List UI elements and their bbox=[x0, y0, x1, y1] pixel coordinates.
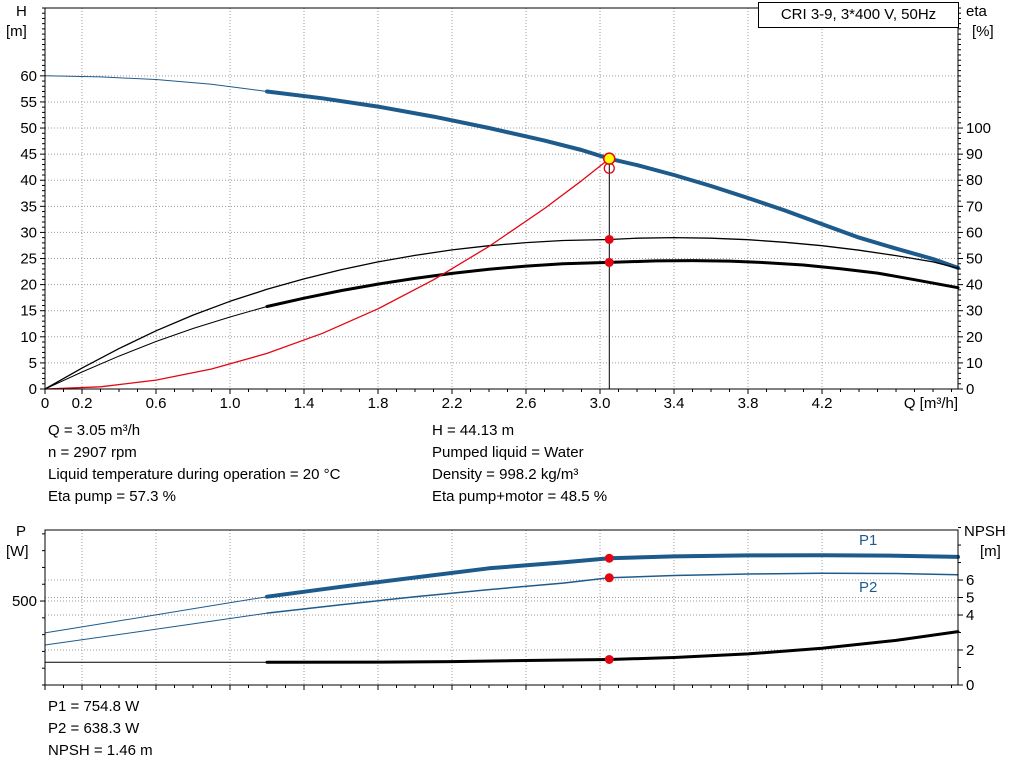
p1-curve-label: P1 bbox=[859, 532, 877, 549]
y-right-tick-label: 10 bbox=[966, 355, 983, 372]
p1-point bbox=[604, 553, 614, 563]
eta-pump-motor-thin bbox=[44, 306, 268, 390]
info-pumped-liquid: Pumped liquid = Water bbox=[432, 444, 584, 461]
y-right-tick-label: 60 bbox=[966, 224, 983, 241]
x-tick-label: 0 bbox=[41, 395, 49, 412]
result-p1: P1 = 754.8 W bbox=[48, 698, 140, 715]
x-tick-label: 2.2 bbox=[442, 395, 463, 412]
npsh-axis-label: NPSH bbox=[964, 523, 1006, 540]
head-axis-label: H bbox=[16, 3, 27, 20]
y-left-tick-label: 45 bbox=[20, 146, 37, 163]
y-right-tick-label: 90 bbox=[966, 146, 983, 163]
y-right-tick-label: 70 bbox=[966, 198, 983, 215]
y-left-tick-label: 0 bbox=[29, 381, 37, 398]
npsh-point bbox=[604, 654, 614, 664]
y-right-tick-label: 5 bbox=[966, 590, 974, 607]
head-axis-unit: [m] bbox=[6, 23, 27, 40]
x-tick-label: 0.6 bbox=[146, 395, 167, 412]
eta-axis-label: eta bbox=[966, 3, 987, 20]
bottom-chart: 500 0 2 456 P1 P2 bbox=[12, 527, 974, 694]
pump-title-box: CRI 3-9, 3*400 V, 50Hz bbox=[758, 2, 959, 28]
duty-point bbox=[603, 152, 616, 165]
p1-curve-thin bbox=[44, 596, 268, 634]
eta-pump-motor-point bbox=[604, 257, 614, 267]
y-left-tick-label: 40 bbox=[20, 172, 37, 189]
eta-pump-curve bbox=[44, 236, 959, 390]
y-left-tick-label: 35 bbox=[20, 198, 37, 215]
eta-axis-unit: [%] bbox=[972, 23, 994, 40]
y-left-tick-label: 10 bbox=[20, 329, 37, 346]
y-left-tick-label: 25 bbox=[20, 251, 37, 268]
info-density: Density = 998.2 kg/m³ bbox=[432, 466, 579, 483]
info-flow: Q = 3.05 m³/h bbox=[48, 422, 141, 439]
power-axis-unit: [W] bbox=[6, 543, 29, 560]
y-right-tick-label: 80 bbox=[966, 172, 983, 189]
y-left-tick-label: 60 bbox=[20, 68, 37, 85]
y-left-tick-label: 15 bbox=[20, 303, 37, 320]
info-eta-pump-motor: Eta pump+motor = 48.5 % bbox=[432, 488, 608, 505]
y-right-tick-label: 0 bbox=[966, 677, 974, 694]
y-right-tick-label: 4 bbox=[966, 607, 974, 624]
info-speed: n = 2907 rpm bbox=[48, 444, 137, 461]
y-left-tick-label: 500 bbox=[12, 593, 37, 610]
x-tick-label: 1.8 bbox=[368, 395, 389, 412]
system-curve bbox=[44, 158, 610, 390]
y-right-tick-label: 50 bbox=[966, 251, 983, 268]
x-tick-label: 1.4 bbox=[294, 395, 315, 412]
npsh-axis-unit: [m] bbox=[980, 543, 1001, 560]
y-right-tick-label: 30 bbox=[966, 303, 983, 320]
x-tick-label: 1.0 bbox=[220, 395, 241, 412]
y-right-tick-label: 2 bbox=[966, 642, 974, 659]
x-axis-title: Q [m³/h] bbox=[904, 395, 958, 412]
y-right-tick-label: 100 bbox=[966, 120, 991, 137]
pump-curve-thin bbox=[44, 75, 268, 92]
x-tick-label: 3.8 bbox=[738, 395, 759, 412]
eta-pump-motor-curve bbox=[265, 259, 960, 308]
x-tick-label: 3.4 bbox=[664, 395, 685, 412]
y-right-tick-label: 40 bbox=[966, 277, 983, 294]
y-left-tick-label: 30 bbox=[20, 224, 37, 241]
top-chart: 0 0.2 0.6 1.0 1.4 1.8 2.2 2.6 3.0 3.4 3.8 4.2 Q [m³/… bbox=[20, 7, 991, 412]
x-tick-label: 3.0 bbox=[590, 395, 611, 412]
power-axis-label: P bbox=[16, 523, 27, 540]
y-right-tick-label: 0 bbox=[966, 381, 974, 398]
y-left-tick-label: 50 bbox=[20, 120, 37, 137]
x-tick-label: 2.6 bbox=[516, 395, 537, 412]
y-left-tick-label: 5 bbox=[29, 355, 37, 372]
y-left-tick-label: 55 bbox=[20, 94, 37, 111]
eta-pump-point bbox=[604, 234, 614, 244]
info-head: H = 44.13 m bbox=[432, 422, 515, 439]
y-right-tick-label: 6 bbox=[966, 572, 974, 589]
info-eta-pump: Eta pump = 57.3 % bbox=[48, 488, 176, 505]
y-left-tick-label: 20 bbox=[20, 277, 37, 294]
bottom-plot-frame bbox=[44, 529, 959, 686]
p2-point bbox=[604, 573, 614, 583]
result-npsh: NPSH = 1.46 m bbox=[48, 742, 153, 759]
info-liquid-temperature: Liquid temperature during operation = 20… bbox=[48, 466, 341, 483]
x-tick-label: 0.2 bbox=[72, 395, 93, 412]
p2-curve-label: P2 bbox=[859, 579, 877, 596]
result-p2: P2 = 638.3 W bbox=[48, 720, 140, 737]
top-plot-frame bbox=[44, 7, 959, 390]
pump-curve bbox=[265, 89, 960, 270]
y-right-tick-label: 20 bbox=[966, 329, 983, 346]
npsh-curve bbox=[265, 630, 960, 664]
x-tick-label: 4.2 bbox=[812, 395, 833, 412]
p2-curve-thin bbox=[44, 612, 268, 646]
